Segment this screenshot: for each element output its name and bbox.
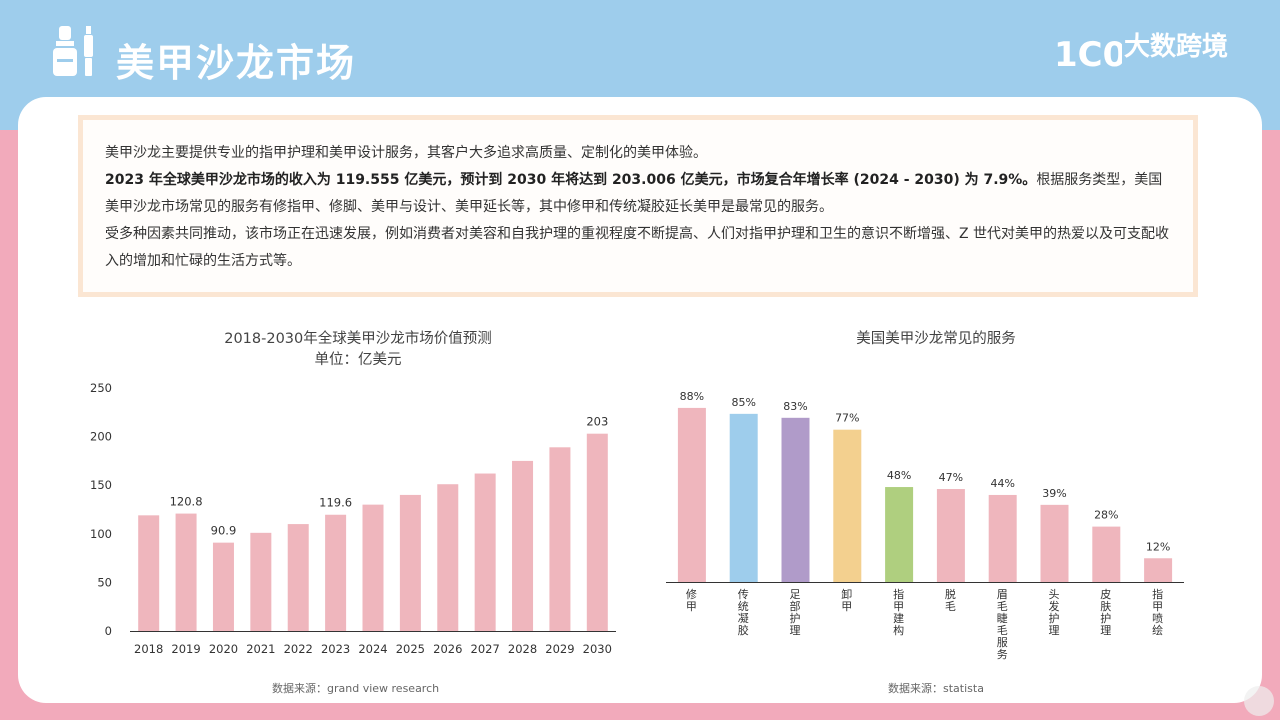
chart1-bar [399,494,421,631]
chart1-subtitle: 单位：亿美元 [314,352,402,368]
header: 美甲沙龙市场 1C00 大数跨境 [0,0,1280,96]
chart1-xtick-label: 2028 [508,642,537,656]
chart2-data-label: 12% [1146,540,1170,553]
chart1-data-label: 119.6 [319,496,352,510]
chart1-ytick-label: 0 [105,624,112,638]
chart2-data-label: 28% [1094,509,1118,522]
chart2-data-label: 83% [783,400,807,413]
chart2-data-label: 77% [835,412,859,425]
chart1-xtick-label: 2025 [396,642,425,656]
chart1-bar [362,504,384,631]
chart2-data-label: 47% [939,471,963,484]
page-title: 美甲沙龙市场 [116,41,357,85]
chart1-ytick-label: 150 [90,478,112,492]
chart1-xtick-label: 2018 [134,642,163,656]
chart1-xtick-label: 2021 [246,642,275,656]
corner-decoration [1244,686,1274,716]
chart1-xtick-label: 2023 [321,642,350,656]
chart1-bar [437,484,459,631]
chart1-xtick-label: 2029 [545,642,574,656]
chart2-bar [1092,526,1121,582]
chart1-xtick-label: 2030 [583,642,612,656]
chart2-data-label: 85% [731,396,755,409]
chart1-title: 2018-2030年全球美甲沙龙市场价值预测 [224,331,492,347]
chart1-bar [474,473,496,631]
chart2-bar [936,489,965,582]
chart2-bar [833,429,862,582]
chart1-data-label: 203 [586,415,608,429]
chart2-xtick-label: 脱毛 [945,587,956,613]
chart2-title: 美国美甲沙龙常见的服务 [856,331,1016,347]
chart1-xtick-label: 2019 [171,642,200,656]
chart2-xtick-label: 指甲建构 [893,587,904,637]
chart1-bar [287,524,309,631]
chart2-bar [988,494,1017,582]
intro-paragraph-2: 2023 年全球美甲沙龙市场的收入为 119.555 亿美元，预计到 2030 … [105,167,1171,221]
chart1-xtick-label: 2020 [209,642,238,656]
chart2-data-label: 44% [990,477,1014,490]
chart2-data-label: 48% [887,469,911,482]
intro-paragraph-1: 美甲沙龙主要提供专业的指甲护理和美甲设计服务，其客户大多追求高质量、定制化的美甲… [105,145,707,161]
chart1-ytick-label: 100 [90,527,112,541]
chart2-xtick-label: 传统凝胶 [738,588,749,637]
chart1-ytick-label: 200 [90,430,112,444]
market-value-bar-chart: 0 50 100 150 200 250 2018 120.8 2019 90.9 2020 2021… [90,381,616,656]
svg-text:1C00: 1C00 [1054,35,1122,74]
chart2-data-label: 88% [680,390,704,403]
brand-logo-mark: 1C00 [1054,35,1122,74]
chart1-bar [212,542,234,631]
chart1-xtick-label: 2026 [433,642,462,656]
intro-textbox: 美甲沙龙主要提供专业的指甲护理和美甲设计服务，其客户大多追求高质量、定制化的美甲… [78,115,1198,297]
chart1-ytick-label: 250 [90,381,112,395]
chart2-bar [729,413,758,582]
chart1-data-label: 90.9 [211,524,237,538]
chart2-bar [885,487,914,582]
chart1-bar [512,460,534,631]
intro-paragraph-3: 受多种因素共同推动，该市场正在迅速发展，例如消费者对美容和自我护理的重视程度不断… [105,226,1170,269]
chart1-bar [586,433,608,631]
services-bar-chart: 88% 修甲 85% 传统凝胶 83% 足部护理 77% 卸甲 48% 指甲建构 47% 脱毛 44% 眉… [666,390,1184,661]
intro-paragraph-2-rest: 根据服务类型，美国美甲沙龙市场常见的服务有修指甲、修脚、美甲与设计、美甲延长等，… [105,172,1163,215]
brand-logo-text: 大数跨境 [1124,32,1229,62]
chart2-bar [677,407,706,582]
chart2-bar [1144,558,1173,582]
chart1-xtick-label: 2027 [471,642,500,656]
chart2-xtick-label: 卸甲 [841,587,852,613]
chart2-data-label: 39% [1042,487,1066,500]
chart2-xtick-label: 指甲喷绘 [1152,587,1163,637]
chart2-xtick-label: 头发护理 [1049,588,1060,637]
chart2-xtick-label: 皮肤护理 [1100,588,1111,637]
chart1-bar [549,447,571,631]
chart1-bar [175,513,197,631]
nail-polish-icon [53,26,93,76]
chart1-xtick-label: 2024 [358,642,387,656]
chart2-source: 数据来源：statista [888,682,984,695]
chart1-xtick-label: 2022 [284,642,313,656]
chart2-bar [781,417,810,582]
chart2-xtick-label: 眉毛睫毛服务 [997,588,1008,661]
chart1-bar [250,532,272,631]
chart1-data-label: 120.8 [170,495,203,509]
chart2-xtick-label: 足部护理 [790,588,801,637]
intro-paragraph-2-bold: 2023 年全球美甲沙龙市场的收入为 119.555 亿美元，预计到 2030 … [105,172,1037,188]
chart2-xtick-label: 修甲 [686,587,697,613]
chart1-ytick-label: 50 [97,575,112,589]
chart1-bar [138,515,160,631]
chart2-bar [1040,504,1069,582]
chart1-bar [325,514,347,631]
chart1-source: 数据来源：grand view research [272,682,440,695]
